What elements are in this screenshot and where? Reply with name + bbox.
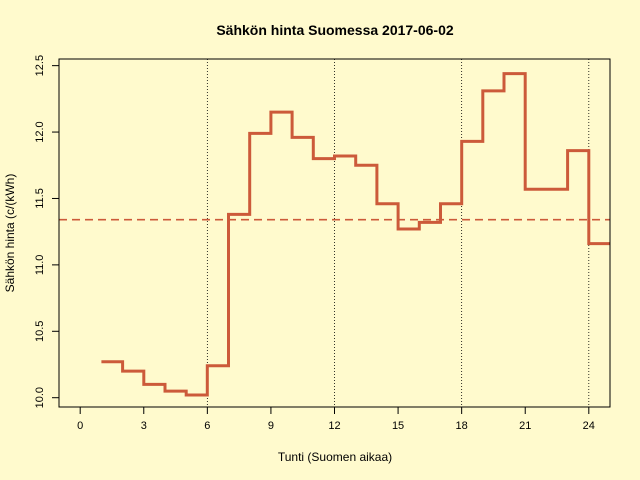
y-tick-label-11.5: 11.5 — [34, 188, 46, 209]
y-axis-label: Sähkön hinta (c/(kWh) — [3, 174, 17, 293]
x-tick-label-24: 24 — [583, 420, 595, 432]
x-tick-label-6: 6 — [204, 420, 210, 432]
y-tick-label-12: 12.0 — [34, 121, 46, 142]
x-tick-label-15: 15 — [392, 420, 404, 432]
x-tick-label-0: 0 — [77, 420, 83, 432]
y-tick-label-11: 11.0 — [34, 255, 46, 276]
y-tick-label-10.5: 10.5 — [34, 321, 46, 342]
x-tick-label-9: 9 — [268, 420, 274, 432]
chart-title: Sähkön hinta Suomessa 2017-06-02 — [216, 22, 454, 38]
x-axis-label: Tunti (Suomen aikaa) — [278, 450, 392, 464]
vertical-gridlines — [206, 59, 590, 407]
x-axis: 0 3 6 9 12 15 18 21 24 — [77, 407, 595, 432]
x-tick-label-18: 18 — [456, 420, 468, 432]
y-axis: 10.0 10.5 11.0 11.5 12.0 12.5 — [34, 55, 59, 408]
price-step-line — [101, 72, 610, 397]
y-tick-label-10: 10.0 — [34, 387, 46, 408]
x-tick-label-3: 3 — [141, 420, 147, 432]
y-tick-label-12.5: 12.5 — [34, 55, 46, 76]
x-tick-label-21: 21 — [519, 420, 531, 432]
x-tick-label-12: 12 — [328, 420, 340, 432]
